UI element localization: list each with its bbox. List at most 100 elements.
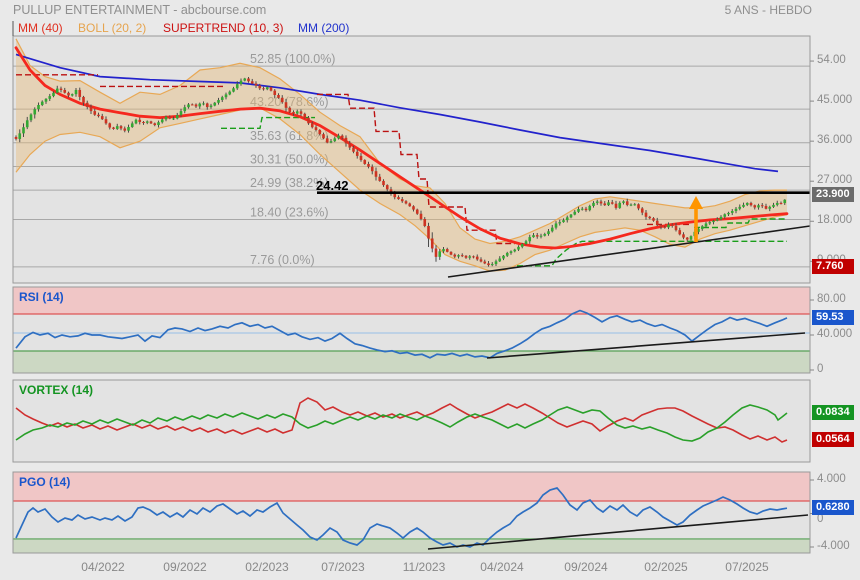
candle-body <box>112 127 115 129</box>
fib-level-label: 24.99 (38.2%) <box>250 176 329 190</box>
candle-body <box>247 78 250 82</box>
candle-body <box>738 206 742 209</box>
candle-body <box>400 199 404 202</box>
candle-body <box>228 91 232 95</box>
candle-body <box>40 101 44 105</box>
mm40-line <box>14 46 789 250</box>
candle-body <box>153 123 157 126</box>
x-axis-label: 04/2024 <box>480 560 524 574</box>
candle-body <box>273 90 277 95</box>
candle-body <box>652 218 655 221</box>
candle-body <box>63 89 67 93</box>
candle-body <box>359 155 363 161</box>
x-axis-label: 09/2024 <box>564 560 608 574</box>
candle-body <box>704 223 708 227</box>
candle-body <box>318 130 322 135</box>
candle-body <box>168 116 172 119</box>
candle-body <box>183 107 187 112</box>
candle-body <box>149 121 153 124</box>
candle-body <box>464 255 468 258</box>
candle-body <box>535 235 539 237</box>
candle-body <box>220 97 224 100</box>
candle-body <box>779 202 783 204</box>
candle-body <box>569 214 573 218</box>
candle-body <box>764 206 768 209</box>
candle-body <box>644 212 648 217</box>
last-price-badge: 23.900 <box>812 187 854 202</box>
mm200-line <box>15 53 779 173</box>
y-axis-label: 40.000 <box>817 328 853 340</box>
candle-body <box>457 255 460 257</box>
candle-body <box>760 205 764 207</box>
buy-signal-arrow-head <box>689 196 703 209</box>
candle-body <box>235 84 239 89</box>
candle-body <box>254 83 258 86</box>
candle-body <box>648 216 652 219</box>
pgo-value-badge: 0.6280 <box>812 500 854 516</box>
candle-body <box>74 89 78 95</box>
candle-body <box>659 224 663 227</box>
candle-body <box>524 241 528 245</box>
candle-body <box>89 106 93 112</box>
candle-body <box>715 219 719 221</box>
candle-body <box>682 234 685 238</box>
candle-body <box>325 138 329 143</box>
candle-body <box>674 225 678 231</box>
candle-body <box>689 236 693 240</box>
candle-body <box>618 202 622 208</box>
x-axis-label: 09/2022 <box>163 560 207 574</box>
candle-body <box>157 122 160 126</box>
supertrend-segment <box>517 240 787 267</box>
candle-body <box>543 234 547 236</box>
candle-body <box>55 88 59 93</box>
candle-body <box>367 163 370 167</box>
candle-body <box>25 120 29 128</box>
candle-body <box>194 104 198 107</box>
pgo-chart <box>15 487 809 550</box>
candle-body <box>637 204 640 209</box>
y-axis-label: 18.000 <box>817 214 853 227</box>
candle-body <box>239 80 243 85</box>
candle-body <box>310 123 314 128</box>
rsi-trendline <box>486 332 806 359</box>
pgo-panel-title: PGO (14) <box>19 475 71 489</box>
candle-body <box>498 258 502 262</box>
candle-body <box>258 85 262 89</box>
fib-level-label: 43.20 (78.6%) <box>250 95 329 109</box>
candle-body <box>33 109 37 115</box>
candle-body <box>577 209 580 212</box>
candle-body <box>14 136 18 139</box>
candle-body <box>550 227 554 232</box>
legend-supertrend: SUPERTREND (10, 3) <box>163 21 284 35</box>
price-chart: 52.85 (100.0%) 43.20 (78.6%) 35.63 (61.8%)… <box>13 38 810 278</box>
candle-body <box>445 249 449 252</box>
candle-body <box>224 94 228 98</box>
candle-body <box>232 88 235 92</box>
candle-body <box>295 111 299 114</box>
candle-body <box>667 224 670 228</box>
candle-body <box>299 111 303 114</box>
x-axis-label: 02/2025 <box>644 560 688 574</box>
candle-body <box>517 246 520 250</box>
y-axis-label: 80.00 <box>817 293 846 305</box>
candle-body <box>337 135 340 139</box>
x-axis-label: 11/2023 <box>402 560 446 574</box>
candle-body <box>768 206 772 209</box>
candle-body <box>742 204 745 207</box>
candle-body <box>145 121 149 123</box>
candle-body <box>307 117 310 124</box>
candle-body <box>483 261 487 264</box>
candle-body <box>588 205 592 211</box>
panel-frame <box>12 379 811 463</box>
candle-body <box>243 78 247 81</box>
candle-body <box>412 206 415 210</box>
candle-body <box>633 204 637 206</box>
candle-body <box>363 160 367 164</box>
panel-frame <box>12 471 811 554</box>
timeframe-label: 5 ANS - HEBDO <box>724 3 812 17</box>
y-axis-label: 54.00 <box>817 54 846 67</box>
panel-background <box>13 36 810 283</box>
candle-body <box>655 220 659 225</box>
candle-body <box>415 209 419 214</box>
